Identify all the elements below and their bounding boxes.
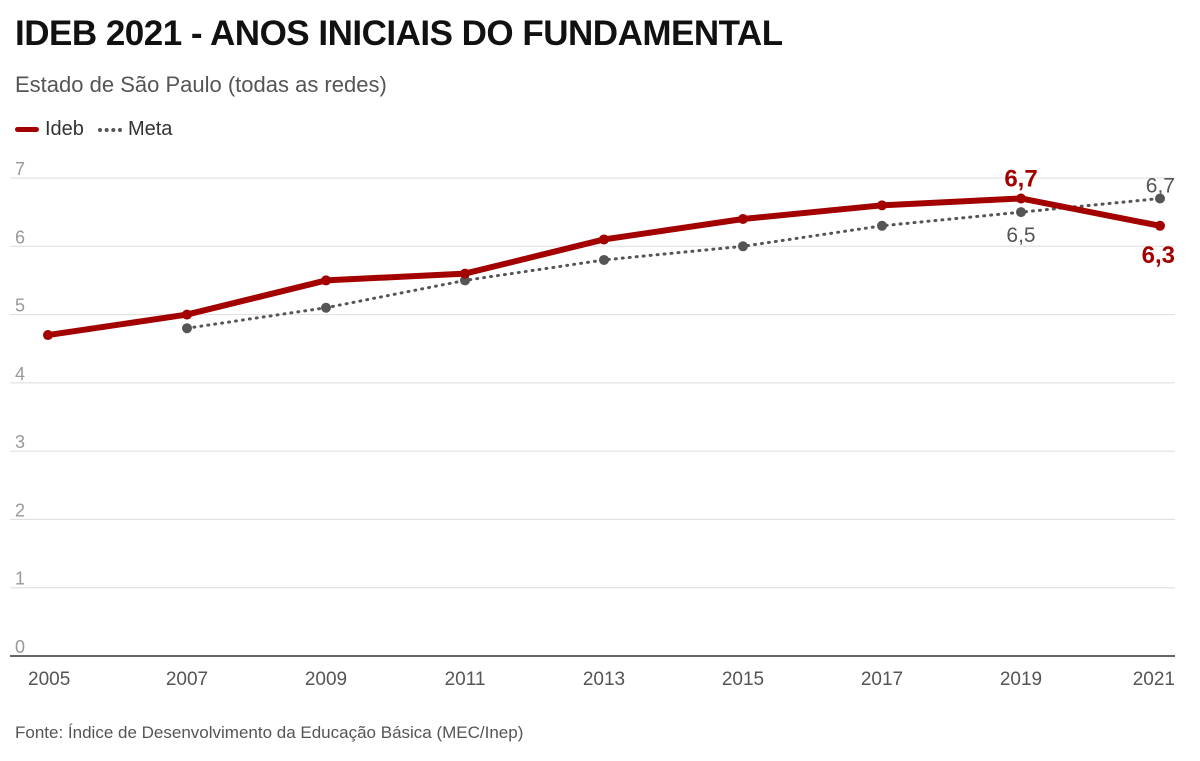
x-tick-label: 2019 xyxy=(1000,669,1042,690)
ideb-data-label: 6,3 xyxy=(1142,242,1175,269)
meta-point xyxy=(1016,207,1026,218)
meta-point xyxy=(321,302,331,313)
ideb-point xyxy=(43,330,53,341)
ideb-point xyxy=(1155,220,1165,231)
legend-swatch-meta xyxy=(97,127,122,132)
x-tick-label: 2005 xyxy=(28,669,70,690)
line-chart: 0 1 2 3 4 5 6 7 2005 2007 2009 2011 2013 2015 2017 2019… xyxy=(10,159,1175,690)
ideb-point xyxy=(877,200,887,211)
ideb-point xyxy=(1016,193,1026,204)
y-tick-label: 2 xyxy=(15,500,25,520)
x-tick-label: 2013 xyxy=(583,669,625,690)
ideb-point xyxy=(321,275,331,286)
x-tick-label: 2017 xyxy=(861,669,903,690)
y-tick-label: 0 xyxy=(15,637,25,657)
y-tick-label: 5 xyxy=(15,296,25,316)
legend-swatch-ideb xyxy=(15,127,39,132)
y-tick-label: 7 xyxy=(15,159,25,179)
meta-data-label: 6,7 xyxy=(1146,174,1175,197)
y-tick-label: 3 xyxy=(15,432,25,452)
ideb-data-label: 6,7 xyxy=(1004,165,1037,192)
legend-label-ideb: Ideb xyxy=(45,118,84,140)
y-tick-label: 4 xyxy=(15,364,25,384)
meta-point xyxy=(1155,193,1165,204)
meta-point xyxy=(182,323,192,334)
ideb-point xyxy=(599,234,609,245)
meta-point xyxy=(877,220,887,231)
y-tick-label: 6 xyxy=(15,227,25,247)
chart-subtitle: Estado de São Paulo (todas as redes) xyxy=(15,72,387,97)
x-tick-label: 2007 xyxy=(166,669,208,690)
chart-title: IDEB 2021 - ANOS INICIAIS DO FUNDAMENTAL xyxy=(15,14,783,53)
ideb-point xyxy=(460,268,470,279)
ideb-point xyxy=(182,309,192,320)
meta-series-line xyxy=(185,196,1162,330)
x-tick-label: 2009 xyxy=(305,669,347,690)
source-note: Fonte: Índice de Desenvolvimento da Educ… xyxy=(15,723,524,742)
chart-legend: Ideb Meta xyxy=(15,118,186,141)
meta-data-label: 6,5 xyxy=(1006,224,1035,247)
legend-item-ideb: Ideb xyxy=(15,118,84,141)
legend-label-meta: Meta xyxy=(127,118,173,140)
y-tick-label: 1 xyxy=(15,569,25,589)
meta-point xyxy=(599,254,609,265)
ideb-point xyxy=(738,213,748,224)
x-tick-label: 2021 xyxy=(1133,669,1175,690)
x-tick-label: 2011 xyxy=(445,669,486,690)
legend-item-meta: Meta xyxy=(97,118,173,141)
x-tick-label: 2015 xyxy=(722,669,764,690)
meta-point xyxy=(738,241,748,252)
